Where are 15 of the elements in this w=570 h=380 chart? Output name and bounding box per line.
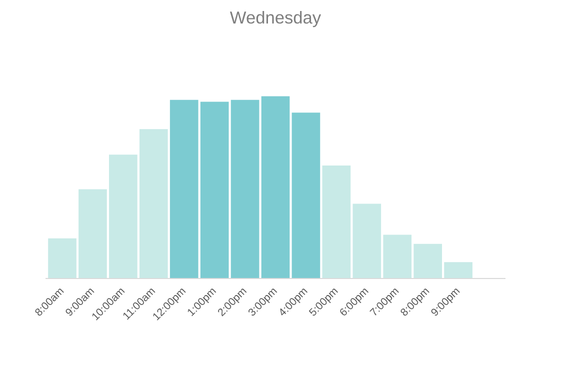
bar: [230, 100, 260, 278]
chart-title: Wednesday: [230, 8, 322, 28]
bar: [383, 234, 412, 278]
bar: [109, 154, 138, 278]
bar: [139, 129, 168, 278]
bar: [261, 96, 290, 278]
bar: [170, 100, 198, 278]
bar: [78, 189, 107, 278]
bar: [322, 166, 351, 278]
bar: [352, 204, 382, 278]
bar: [48, 238, 76, 278]
bar: [292, 112, 320, 278]
bar: [414, 244, 442, 278]
bar: [444, 262, 472, 278]
bar: [200, 102, 229, 278]
